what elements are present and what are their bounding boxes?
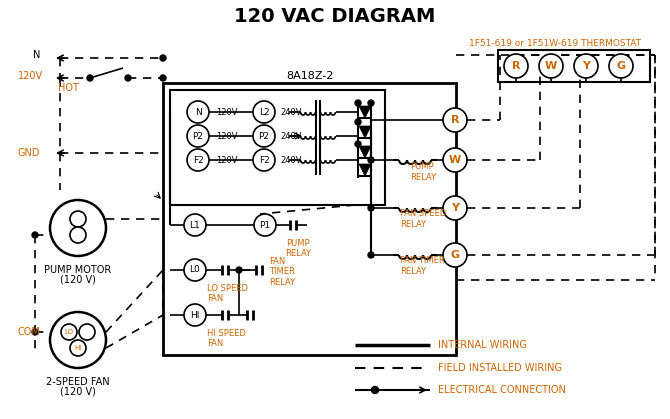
- Circle shape: [443, 148, 467, 172]
- Circle shape: [50, 200, 106, 256]
- Text: R: R: [512, 61, 520, 71]
- Circle shape: [443, 108, 467, 132]
- Text: HI: HI: [74, 345, 82, 351]
- Circle shape: [253, 125, 275, 147]
- Text: 2-SPEED FAN: 2-SPEED FAN: [46, 377, 110, 387]
- Circle shape: [187, 149, 209, 171]
- Circle shape: [125, 75, 131, 81]
- Text: COM: COM: [18, 327, 41, 337]
- Circle shape: [32, 232, 38, 238]
- Text: F2: F2: [259, 155, 269, 165]
- Text: 120V: 120V: [216, 132, 237, 140]
- Bar: [498, 50, 650, 82]
- Circle shape: [61, 324, 77, 340]
- Bar: [163, 83, 456, 355]
- Circle shape: [70, 340, 86, 356]
- Circle shape: [574, 54, 598, 78]
- Text: (120 V): (120 V): [60, 387, 96, 397]
- Text: PUMP
RELAY: PUMP RELAY: [285, 239, 311, 259]
- Text: N: N: [33, 50, 40, 60]
- Text: W: W: [449, 155, 461, 165]
- Text: R: R: [451, 115, 459, 125]
- Text: 240V: 240V: [280, 132, 302, 140]
- Circle shape: [253, 101, 275, 123]
- Circle shape: [539, 54, 563, 78]
- Text: INTERNAL WIRING: INTERNAL WIRING: [438, 340, 527, 350]
- Circle shape: [443, 243, 467, 267]
- Bar: [170, 90, 385, 205]
- Circle shape: [368, 252, 374, 258]
- Text: 120 VAC DIAGRAM: 120 VAC DIAGRAM: [234, 7, 436, 26]
- Circle shape: [368, 157, 374, 163]
- Text: 240V: 240V: [280, 155, 302, 165]
- Text: L2: L2: [259, 108, 269, 116]
- Text: 120V: 120V: [216, 108, 237, 116]
- Text: F2: F2: [193, 155, 204, 165]
- Text: ELECTRICAL CONNECTION: ELECTRICAL CONNECTION: [438, 385, 566, 395]
- Circle shape: [371, 386, 379, 393]
- Text: 8A18Z-2: 8A18Z-2: [286, 71, 333, 81]
- Text: Y: Y: [451, 203, 459, 213]
- Circle shape: [368, 205, 374, 211]
- Text: L1: L1: [190, 220, 200, 230]
- Circle shape: [254, 214, 276, 236]
- Circle shape: [504, 54, 528, 78]
- Circle shape: [87, 75, 93, 81]
- Text: GND: GND: [18, 148, 40, 158]
- Circle shape: [160, 75, 166, 81]
- Circle shape: [50, 312, 106, 368]
- Circle shape: [253, 149, 275, 171]
- Circle shape: [368, 100, 374, 106]
- Text: Y: Y: [582, 61, 590, 71]
- Text: (120 V): (120 V): [60, 275, 96, 285]
- Circle shape: [355, 100, 361, 106]
- Polygon shape: [359, 106, 371, 118]
- Text: HI: HI: [190, 310, 200, 320]
- Circle shape: [32, 329, 38, 335]
- Polygon shape: [359, 164, 371, 176]
- Text: PUMP MOTOR: PUMP MOTOR: [44, 265, 112, 275]
- Text: HOT: HOT: [58, 83, 79, 93]
- Text: G: G: [616, 61, 626, 71]
- Circle shape: [184, 214, 206, 236]
- Text: P2: P2: [192, 132, 204, 140]
- Circle shape: [184, 259, 206, 281]
- Circle shape: [236, 267, 242, 273]
- Circle shape: [184, 304, 206, 326]
- Text: W: W: [545, 61, 557, 71]
- Text: LO: LO: [64, 329, 74, 335]
- Text: PUMP
RELAY: PUMP RELAY: [410, 162, 436, 182]
- Text: LO SPEED
FAN: LO SPEED FAN: [207, 284, 248, 303]
- Text: L0: L0: [190, 266, 200, 274]
- Text: FAN SPEED
RELAY: FAN SPEED RELAY: [400, 210, 446, 229]
- Text: 120V: 120V: [18, 71, 43, 81]
- Text: FIELD INSTALLED WIRING: FIELD INSTALLED WIRING: [438, 363, 562, 373]
- Text: P1: P1: [259, 220, 271, 230]
- Text: G: G: [450, 250, 460, 260]
- Circle shape: [443, 196, 467, 220]
- Text: 120V: 120V: [216, 155, 237, 165]
- Circle shape: [187, 125, 209, 147]
- Text: 240V: 240V: [280, 108, 302, 116]
- Text: 1F51-619 or 1F51W-619 THERMOSTAT: 1F51-619 or 1F51W-619 THERMOSTAT: [469, 39, 641, 47]
- Text: FAN
TIMER
RELAY: FAN TIMER RELAY: [269, 257, 295, 287]
- Circle shape: [160, 55, 166, 61]
- Circle shape: [79, 324, 95, 340]
- Text: P2: P2: [259, 132, 269, 140]
- Circle shape: [609, 54, 633, 78]
- Circle shape: [70, 227, 86, 243]
- Polygon shape: [359, 126, 371, 138]
- Text: HI SPEED
FAN: HI SPEED FAN: [207, 329, 246, 349]
- Text: FAN TIMER
RELAY: FAN TIMER RELAY: [400, 256, 445, 276]
- Circle shape: [355, 141, 361, 147]
- Circle shape: [355, 119, 361, 125]
- Circle shape: [70, 211, 86, 227]
- Circle shape: [187, 101, 209, 123]
- Text: N: N: [194, 108, 202, 116]
- Polygon shape: [359, 146, 371, 158]
